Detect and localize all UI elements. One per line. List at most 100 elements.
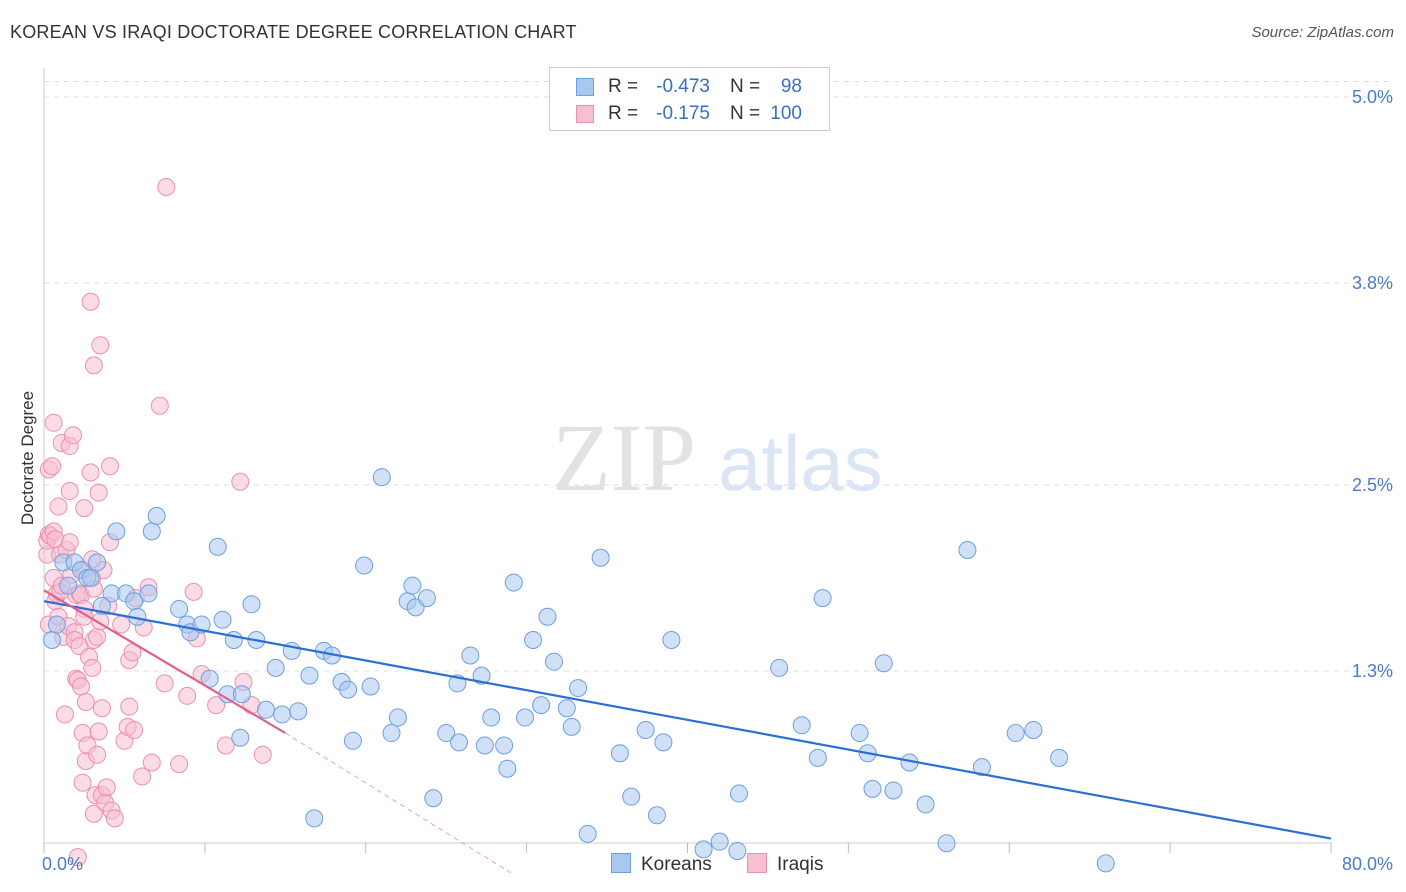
iraqis-point: [84, 356, 103, 375]
koreans-point: [569, 679, 588, 698]
iraqis-point: [100, 457, 119, 476]
koreans-point: [305, 809, 324, 828]
iraqis-point: [60, 482, 79, 501]
koreans-point: [792, 716, 811, 735]
koreans-point: [232, 685, 251, 704]
koreans-point: [273, 705, 292, 724]
iraqis-point: [91, 336, 110, 355]
koreans-point: [636, 720, 655, 739]
iraqis-point: [43, 457, 62, 476]
koreans-point: [417, 589, 436, 608]
iraqis-point: [72, 677, 91, 696]
koreans-point: [884, 781, 903, 800]
koreans-point: [231, 728, 250, 747]
koreans-point: [475, 736, 494, 755]
koreans-point: [472, 666, 491, 685]
iraqis-point: [178, 686, 197, 705]
iraqis-point: [89, 722, 108, 741]
legend-n-value: 98: [780, 76, 802, 97]
tick-labels: 1.3% 2.5% 3.8% 5.0% 0.0% 80.0%: [42, 87, 1393, 874]
iraqis-point: [231, 472, 250, 491]
koreans-point: [524, 630, 543, 649]
iraqis-point: [49, 497, 68, 516]
koreans-point: [403, 576, 422, 595]
koreans-point: [863, 779, 882, 798]
iraqis-point: [55, 705, 74, 724]
y-tick-label: 5.0%: [1352, 87, 1393, 107]
iraqis-point: [76, 693, 95, 712]
koreans-point: [874, 654, 893, 673]
koreans-point: [266, 658, 285, 677]
koreans-point: [1096, 854, 1115, 873]
iraqis-point: [44, 413, 63, 432]
koreans-point: [208, 537, 227, 556]
watermark-zip: ZIP: [552, 404, 696, 511]
bottom-legend-swatch-koreans: [611, 853, 631, 873]
koreans-point: [482, 708, 501, 727]
koreans-point: [729, 784, 748, 803]
koreans-point: [504, 573, 523, 592]
iraqis-point: [150, 396, 169, 415]
koreans-point: [495, 736, 514, 755]
iraqis-trendline: [43, 589, 286, 735]
koreans-point: [59, 576, 78, 595]
koreans-point: [850, 724, 869, 743]
legend-r-label: R =: [608, 76, 639, 97]
legend-n-label: N =: [730, 76, 761, 97]
bottom-legend-label-iraqis: Iraqis: [777, 854, 824, 875]
koreans-point: [562, 717, 581, 736]
iraqis-point: [63, 426, 82, 445]
legend-n-label: N =: [730, 103, 761, 124]
koreans-point: [610, 744, 629, 763]
koreans-point: [107, 522, 126, 541]
iraqis-point: [75, 499, 94, 518]
koreans-point: [339, 680, 358, 699]
iraqis-point: [216, 736, 235, 755]
koreans-point: [557, 699, 576, 718]
legend-r-value: -0.175: [656, 103, 710, 124]
iraqis-point: [105, 809, 124, 828]
iraqis-point: [88, 745, 107, 764]
koreans-point: [937, 834, 956, 853]
iraqis-trendline-extension: [285, 732, 511, 874]
iraqis-point: [170, 755, 189, 774]
koreans-point: [257, 700, 276, 719]
koreans-point: [355, 556, 374, 575]
koreans-point: [694, 840, 713, 859]
y-tick-label: 1.3%: [1352, 661, 1393, 681]
axes: [43, 68, 1332, 853]
iraqis-point: [88, 627, 107, 646]
koreans-point: [532, 696, 551, 715]
iraqis-point: [120, 697, 139, 716]
iraqis-point: [89, 483, 108, 502]
koreans-point: [372, 468, 391, 487]
bottom-legend-koreans: Koreans: [611, 853, 712, 876]
legend-swatch-iraqis: [576, 105, 594, 123]
koreans-point: [139, 584, 158, 603]
y-tick-label: 2.5%: [1352, 475, 1393, 495]
koreans-point: [47, 615, 66, 634]
iraqis-point: [125, 720, 144, 739]
bottom-legend-iraqis: Iraqis: [747, 853, 823, 876]
koreans-point: [343, 731, 362, 750]
iraqis-point: [207, 696, 226, 715]
koreans-point: [654, 733, 673, 752]
y-tick-label: 3.8%: [1352, 273, 1393, 293]
koreans-point: [710, 832, 729, 851]
koreans-point: [300, 666, 319, 685]
iraqis-point: [133, 767, 152, 786]
gridlines: [44, 80, 1392, 672]
koreans-point: [361, 677, 380, 696]
koreans-point: [242, 595, 261, 614]
koreans-point: [437, 724, 456, 743]
koreans-point: [813, 589, 832, 608]
chart-title: KOREAN VS IRAQI DOCTORATE DEGREE CORRELA…: [10, 22, 577, 42]
koreans-point: [972, 758, 991, 777]
legend-swatch-koreans: [576, 78, 594, 96]
koreans-point: [958, 540, 977, 559]
x-tick-label: 0.0%: [42, 854, 83, 874]
koreans-point: [1050, 748, 1069, 767]
bottom-legend-label-koreans: Koreans: [641, 854, 712, 875]
koreans-point: [43, 630, 62, 649]
